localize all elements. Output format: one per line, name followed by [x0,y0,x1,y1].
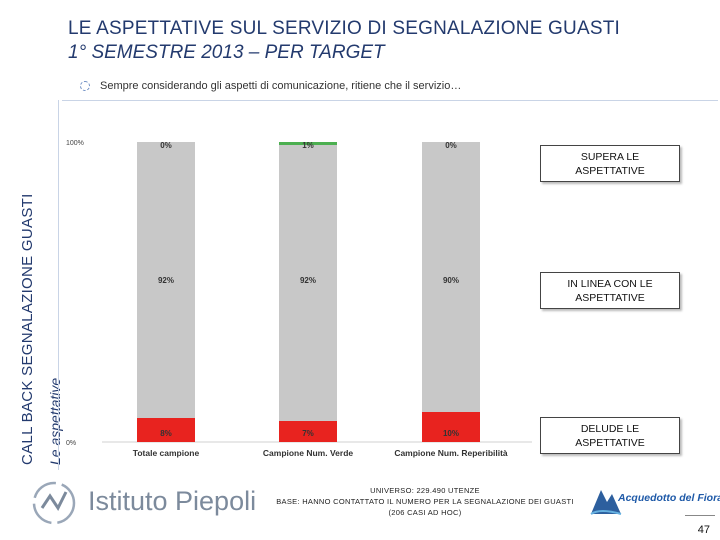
universo-line2: BASE: HANNO CONTATTATO IL NUMERO PER LA … [276,497,574,517]
category-label-0: Totale campione [133,448,200,458]
question-text: Sempre considerando gli aspetti di comun… [80,80,461,92]
universo-line1: UNIVERSO: 229.490 UTENZE [370,486,480,495]
bar-in-linea-1 [279,145,337,421]
left-divider [58,100,59,470]
category-label-2: Campione Num. Reperibilità [394,448,508,458]
data-label-supera-2: 0% [445,141,457,150]
acquedotto-logo: Acquedotto del Fiora [590,482,720,522]
y-tick-100: 100% [66,140,84,147]
legend-delude: DELUDE LE ASPETTATIVE [540,417,680,454]
bar-in-linea-2 [422,142,480,412]
data-label-supera-0: 0% [160,141,172,150]
bar-in-linea-0 [137,142,195,418]
vertical-title: CALL BACK SEGNALAZIONE GUASTI [19,193,36,465]
page-number: 47 [697,524,710,536]
legend-in-linea: IN LINEA CON LE ASPETTATIVE [540,272,680,309]
y-tick-0: 0% [66,440,76,447]
header-divider [62,100,718,101]
question-label: Sempre considerando gli aspetti di comun… [100,80,462,92]
bar-delude-0 [137,418,195,442]
vertical-subtitle: Le aspettative [47,377,63,465]
legend-supera: SUPERA LE ASPETTATIVE [540,145,680,182]
bullet-icon [80,81,90,92]
bar-supera-1 [279,142,337,145]
data-label-delude-0: 8% [160,429,172,438]
stacked-bar-chart: 0% 100% 8% 92% 0% Totale campione 7% 92% 1% Campi… [66,140,532,458]
logo-left-text: Istituto Piepoli [88,486,257,516]
legend-in-linea-label: IN LINEA CON LE ASPETTATIVE [567,278,653,304]
data-label-delude-1: 7% [302,429,314,438]
bar-delude-2 [422,412,480,442]
page-subtitle: 1° SEMESTRE 2013 – PER TARGET [68,42,385,63]
data-label-in-linea-1: 92% [300,276,316,285]
mountain-icon [590,490,622,515]
data-label-supera-1: 1% [302,141,314,150]
universo-note: UNIVERSO: 229.490 UTENZE BASE: HANNO CON… [275,485,575,518]
page-title: LE ASPETTATIVE SUL SERVIZIO DI SEGNALAZI… [68,18,620,39]
istituto-piepoli-logo: Istituto Piepoli [30,478,270,528]
legend-supera-label: SUPERA LE ASPETTATIVE [575,151,645,177]
data-label-in-linea-0: 92% [158,276,174,285]
data-label-delude-2: 10% [443,429,459,438]
footer-rule [685,515,715,516]
legend-delude-label: DELUDE LE ASPETTATIVE [575,423,645,449]
data-label-in-linea-2: 90% [443,276,459,285]
category-label-1: Campione Num. Verde [263,448,353,458]
bar-delude-1 [279,421,337,442]
logo-right-text: Acquedotto del Fiora [618,492,720,504]
piepoli-mark-icon [32,481,76,525]
